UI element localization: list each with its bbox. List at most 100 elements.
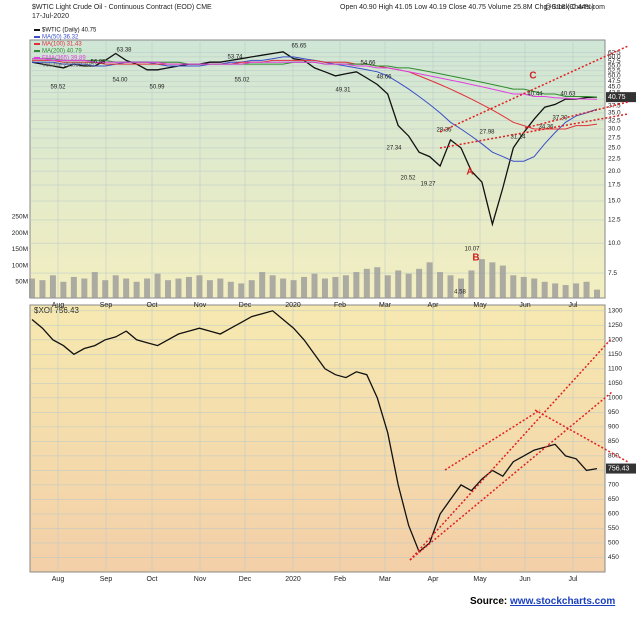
volume-bar	[447, 275, 454, 298]
y-tick-label: 55.0	[608, 63, 621, 70]
volume-bar	[520, 276, 527, 298]
volume-bar	[342, 275, 349, 298]
source-link[interactable]: www.stockcharts.com	[510, 596, 616, 607]
price-label: 40.63	[560, 92, 576, 98]
volume-bar	[123, 278, 130, 298]
y-tick-label: 17.5	[608, 182, 621, 189]
price-label: 49.31	[335, 88, 351, 94]
x-tick-label: Jul	[569, 576, 578, 583]
series-line	[31, 51, 598, 227]
x-tick-label: Mar	[379, 576, 392, 583]
x-tick-label: 2020	[285, 576, 301, 583]
series-line	[32, 59, 598, 130]
x-tick-label: Feb	[334, 576, 346, 583]
y-tick-label: 60.0	[608, 54, 621, 61]
y-tick-label: 450	[608, 554, 619, 561]
volume-bar	[405, 273, 412, 298]
price-label: 53.74	[227, 55, 243, 61]
price-label: 40.44	[527, 92, 543, 98]
y-tick-label: 1200	[608, 337, 623, 344]
y-tick-label: 500	[608, 540, 619, 547]
volume-bar	[133, 281, 140, 298]
volume-tick-label: 150M	[12, 246, 28, 253]
y-tick-label: 950	[608, 409, 619, 416]
volume-bar	[374, 267, 381, 298]
price-label: 54.66	[360, 61, 376, 67]
y-tick-label: 900	[608, 424, 619, 431]
y-tick-label: 1000	[608, 395, 623, 402]
price-label: 50.99	[149, 85, 165, 91]
volume-bar	[217, 278, 224, 298]
price-label: 55.02	[234, 78, 250, 84]
volume-bar	[269, 275, 276, 298]
series-line	[31, 310, 598, 553]
volume-bar	[552, 283, 559, 298]
price-label: 34.36	[538, 125, 554, 131]
volume-bar	[290, 280, 297, 298]
volume-tick-label: 250M	[12, 214, 28, 221]
price-label: 31.14	[510, 135, 526, 141]
y-tick-label: 45.0	[608, 84, 621, 91]
volume-bar	[562, 285, 569, 298]
y-tick-label: 12.5	[608, 217, 621, 224]
volume-bar	[144, 278, 151, 298]
volume-bar	[332, 276, 339, 298]
price-label: 19.27	[420, 182, 436, 188]
volume-bar	[39, 280, 46, 298]
x-tick-label: Sep	[100, 576, 113, 583]
volume-bar	[321, 278, 328, 298]
x-tick-label: Mar	[379, 302, 392, 309]
chart: $WTIC Light Crude Oil - Continuous Contr…	[12, 4, 636, 583]
price-label: 10.07	[464, 247, 480, 253]
y-tick-label: 57.5	[608, 58, 621, 65]
volume-bar	[457, 278, 464, 298]
y-tick-label: 52.5	[608, 68, 621, 75]
volume-bar	[301, 276, 308, 298]
panel-top	[29, 39, 606, 299]
x-tick-label: Oct	[147, 576, 158, 583]
chart-title: $WTIC Light Crude Oil - Continuous Contr…	[32, 4, 212, 11]
volume-bar	[49, 275, 56, 298]
x-tick-label: Apr	[428, 302, 440, 309]
price-label: 27.98	[479, 130, 495, 136]
trend-line	[444, 409, 541, 471]
x-tick-label: Jun	[519, 576, 530, 583]
y-tick-label: 1100	[608, 366, 622, 373]
volume-bar	[165, 280, 172, 298]
volume-bar	[70, 276, 77, 298]
volume-bar	[583, 281, 590, 298]
legend-label: MA(50) 36.32	[42, 35, 79, 41]
last-value: 40.75	[608, 94, 626, 101]
x-tick-label: Aug	[52, 576, 65, 583]
y-tick-label: 650	[608, 496, 619, 503]
y-tick-label: 7.5	[608, 270, 617, 277]
last-tag	[606, 92, 636, 103]
trend-line	[439, 45, 629, 133]
y-tick-label: 35.0	[608, 110, 621, 117]
volume-bar	[238, 283, 245, 298]
price-label: 48.66	[376, 75, 392, 81]
volume-bar	[60, 281, 67, 298]
volume-bar	[227, 281, 234, 298]
y-tick-label: 1050	[608, 380, 623, 387]
volume-bar	[102, 280, 109, 298]
volume-bar	[175, 278, 182, 298]
trend-line	[524, 101, 629, 129]
annotation: A	[466, 167, 473, 178]
x-tick-label: May	[473, 576, 487, 583]
volume-bar	[196, 275, 203, 298]
y-tick-label: 25.0	[608, 145, 621, 152]
source-label: Source:	[470, 596, 511, 607]
volume-bar	[91, 272, 98, 298]
date: 17-Jul-2020	[32, 13, 69, 20]
source: Source: www.stockcharts.com	[470, 596, 615, 607]
volume-bar	[29, 278, 35, 298]
legend-label: Volume 25,832,400	[42, 63, 94, 69]
volume-bar	[468, 270, 475, 298]
y-tick-label: 1250	[608, 322, 623, 329]
price-label: 54.00	[112, 78, 128, 84]
volume-tick-label: 50M	[15, 279, 28, 286]
y-tick-label: 47.5	[608, 78, 621, 85]
annotation: C	[529, 71, 536, 82]
